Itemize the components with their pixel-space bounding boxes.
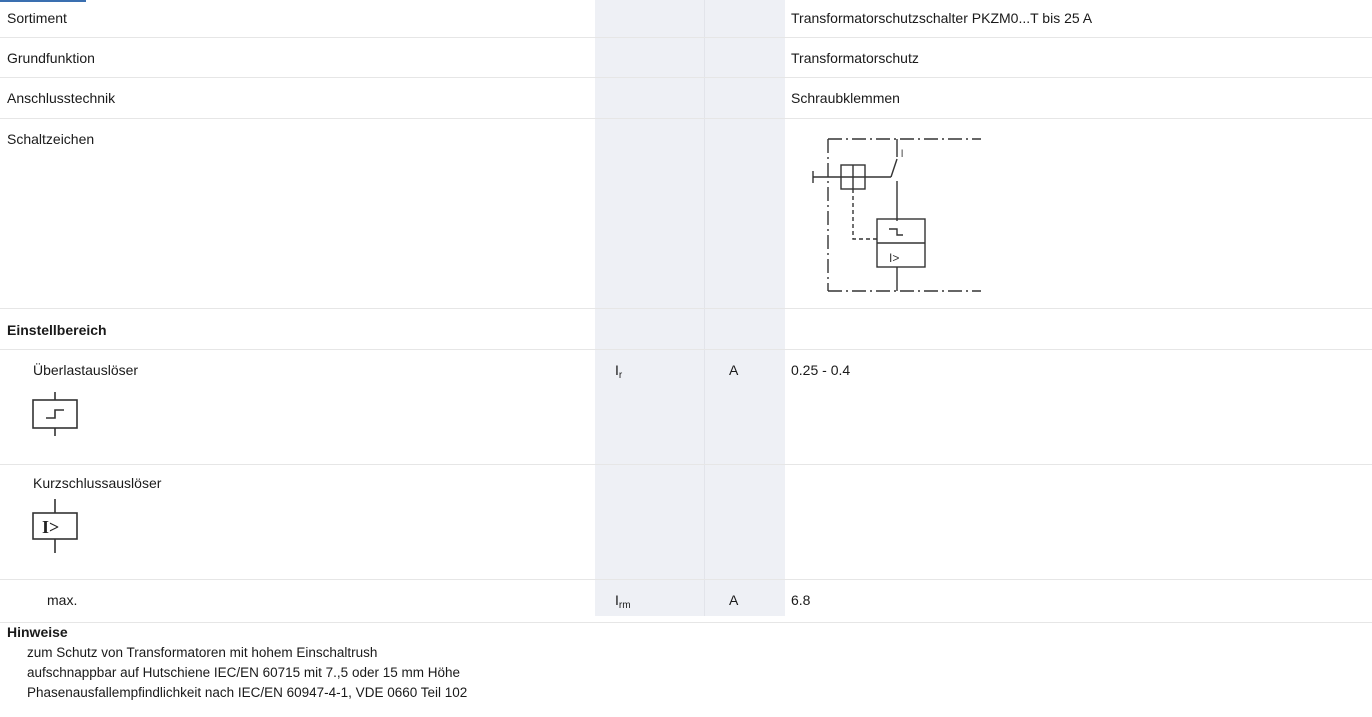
row-schaltzeichen: Schaltzeichen [0,119,1372,309]
row-value: 6.8 [791,592,811,608]
svg-text:I>: I> [42,517,59,537]
row-label: Grundfunktion [7,50,95,66]
row-anschlusstechnik: Anschlusstechnik Schraubklemmen [0,78,1372,119]
row-value: Transformatorschutz [791,50,919,66]
section-heading: Einstellbereich [7,322,107,338]
row-ueberlastausloeser: Überlastauslöser Ir A 0.25 - 0.4 [0,350,1372,465]
notes-heading: Hinweise [7,624,68,640]
symbol-irm: Irm [615,592,631,611]
header-accent-bar [0,0,86,2]
row-label: Kurzschlussauslöser [33,475,162,491]
notes-section: Hinweise zum Schutz von Transformatoren … [0,616,1372,717]
symbol-ir: Ir [615,362,623,381]
row-label: Überlastauslöser [33,362,139,378]
row-sortiment: Sortiment Transformatorschutzschalter PK… [0,0,1372,38]
row-einstellbereich: Einstellbereich [0,309,1372,350]
spec-sheet: Sortiment Transformatorschutzschalter PK… [0,0,1372,623]
unit: A [729,362,739,378]
note-line: Phasenausfallempfindlichkeit nach IEC/EN… [27,685,468,700]
note-line: zum Schutz von Transformatoren mit hohem… [27,645,378,660]
row-label: max. [47,592,78,608]
note-line: aufschnappbar auf Hutschiene IEC/EN 6071… [27,665,460,680]
row-value: Schraubklemmen [791,90,900,106]
row-value: 0.25 - 0.4 [791,362,851,378]
row-value: Transformatorschutzschalter PKZM0...T bi… [791,10,1093,26]
row-max: max. Irm A 6.8 [0,580,1372,623]
row-kurzschlussausloeser: Kurzschlussauslöser I> [0,465,1372,580]
svg-text:l: l [901,149,903,160]
row-grundfunktion: Grundfunktion Transformatorschutz [0,38,1372,78]
row-label: Anschlusstechnik [7,90,116,106]
row-label: Sortiment [7,10,67,26]
magnetic-trip-icon: I> [32,499,78,553]
row-label: Schaltzeichen [7,131,95,147]
svg-text:I>: I> [889,251,899,265]
circuit-symbol-icon: l I> [812,138,981,292]
thermal-trip-icon [32,392,78,436]
unit: A [729,592,739,608]
